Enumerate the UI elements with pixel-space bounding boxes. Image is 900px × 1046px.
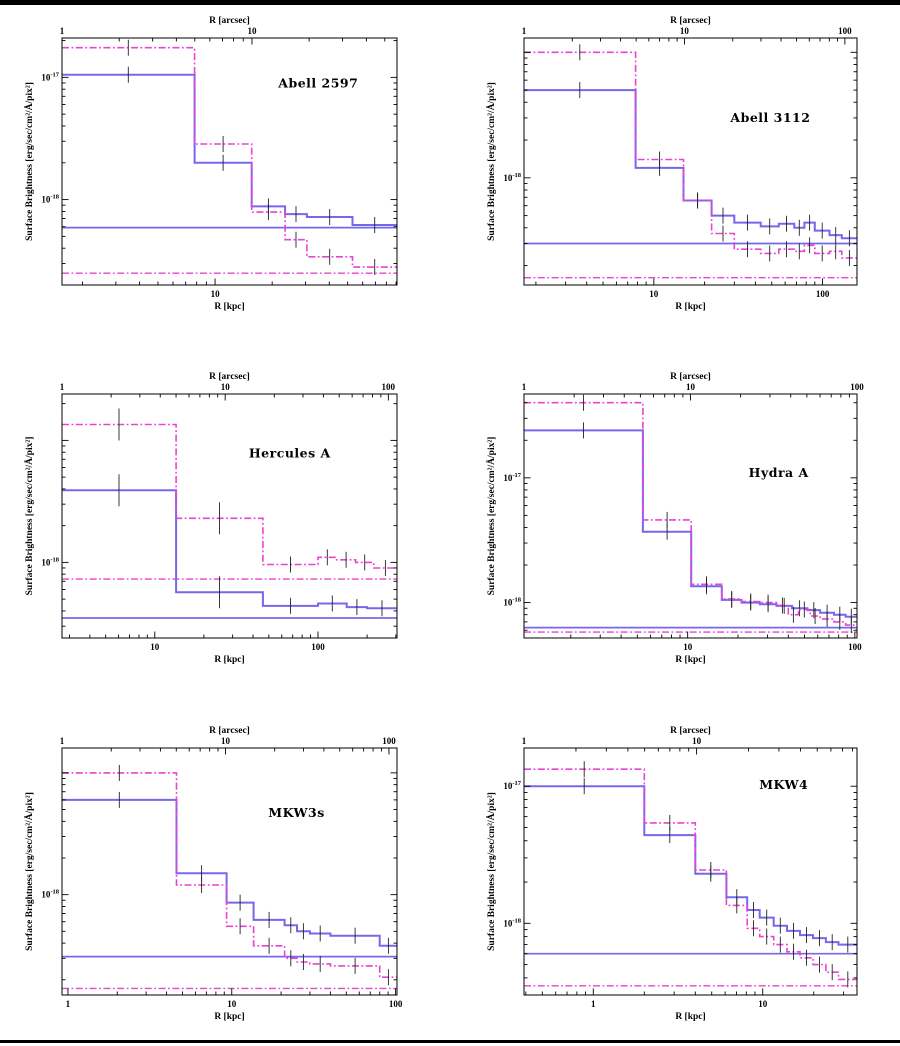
x-kpc-tick-label: 100 [848, 642, 862, 652]
x-kpc-tick-label: 10 [227, 999, 237, 1009]
blue-profile-line [524, 785, 857, 946]
page-top-border [0, 0, 900, 5]
magenta-profile-line [62, 772, 397, 978]
x-arcsec-tick-label: 1 [60, 382, 65, 392]
plot-frame [523, 37, 858, 286]
x-arcsec-tick-label: 10 [221, 736, 231, 746]
x-axis-bottom-label: R [kpc] [675, 655, 705, 665]
blue-profile-line [62, 798, 397, 947]
plot-frame [61, 393, 398, 639]
x-kpc-tick-label: 1 [591, 999, 596, 1009]
x-kpc-tick-label: 10 [683, 642, 693, 652]
x-arcsec-tick-label: 1 [522, 26, 527, 36]
y-axis-label: Surface Brightness [erg/sec/cm²/Å/pix²] [485, 437, 497, 596]
x-arcsec-tick-label: 10 [680, 26, 690, 36]
blue-profile-line [524, 89, 857, 240]
y-axis-label: Surface Brightness [erg/sec/cm²/Å/pix²] [23, 792, 35, 951]
x-arcsec-tick-label: 1 [522, 382, 527, 392]
y-tick-label: 10-18 [503, 172, 521, 183]
panel-abell-3112: 10 100 1 10 100 10-18 R [arcsec] R [kpc] Surface… [485, 16, 858, 312]
y-tick-label: 10-18 [41, 556, 59, 567]
x-arcsec-tick-label: 100 [838, 26, 852, 36]
x-kpc-tick-label: 10 [150, 642, 160, 652]
x-axis-top-label: R [arcsec] [670, 726, 711, 736]
y-tick-label: 10-18 [503, 917, 521, 928]
page-bottom-rule [0, 1040, 900, 1043]
magenta-profile-line [524, 51, 857, 259]
y-axis-label: Surface Brightness [erg/sec/cm²/Å/pix²] [485, 82, 497, 241]
x-arcsec-tick-label: 10 [692, 736, 702, 746]
panel-abell-2597: 10 1 10 10-17 10-18 R [arcsec] R [kpc] Surface … [23, 16, 398, 312]
x-axis-top-label: R [arcsec] [209, 372, 250, 382]
x-arcsec-tick-label: 1 [522, 736, 527, 746]
x-axis-bottom-label: R [kpc] [214, 1012, 244, 1022]
x-arcsec-tick-label: 100 [382, 382, 396, 392]
x-axis-top-label: R [arcsec] [209, 16, 250, 26]
x-kpc-tick-label: 10 [758, 999, 768, 1009]
magenta-profile-line [524, 768, 857, 981]
cluster-name-label: Abell 3112 [729, 110, 810, 125]
panel-hercules-a: 10 100 1 10 100 10-18 R [arcsec] R [kpc] Surface… [23, 372, 398, 665]
y-axis-label: Surface Brightness [erg/sec/cm²/Å/pix²] [23, 82, 35, 241]
y-tick-label: 10-18 [41, 889, 59, 900]
x-kpc-tick-label: 1 [66, 999, 71, 1009]
blue-profile-line [62, 489, 397, 610]
cluster-name-label: Abell 2597 [277, 75, 358, 90]
x-arcsec-tick-label: 1 [60, 26, 65, 36]
y-tick-label: 10-17 [41, 71, 59, 82]
x-axis-bottom-label: R [kpc] [214, 302, 244, 312]
x-arcsec-tick-label: 100 [850, 382, 864, 392]
x-kpc-tick-label: 100 [389, 999, 403, 1009]
panel-hydra-a: 10 100 1 10 100 10-17 10-18 R [arcsec] R [kpc] Su… [485, 372, 864, 665]
plot-frame [61, 37, 398, 286]
magenta-profile-line [62, 423, 397, 569]
x-arcsec-tick-label: 10 [248, 26, 258, 36]
x-kpc-tick-label: 10 [649, 289, 659, 299]
cluster-name-label: MKW3s [268, 805, 325, 820]
x-kpc-tick-label: 10 [211, 289, 221, 299]
y-tick-label: 10-17 [503, 780, 521, 791]
cluster-name-label: MKW4 [759, 777, 808, 792]
blue-profile-line [62, 73, 397, 226]
x-axis-top-label: R [arcsec] [670, 372, 711, 382]
x-axis-bottom-label: R [kpc] [675, 302, 705, 312]
y-tick-label: 10-18 [503, 597, 521, 608]
y-tick-label: 10-17 [503, 472, 521, 483]
plot-frame [61, 747, 398, 996]
y-tick-label: 10-18 [41, 194, 59, 205]
x-arcsec-tick-label: 10 [221, 382, 231, 392]
x-kpc-tick-label: 100 [311, 642, 325, 652]
x-axis-bottom-label: R [kpc] [214, 655, 244, 665]
panel-mkw4: 1 10 1 10 10-17 10-18 R [arcsec] R [kpc] Surface… [485, 726, 858, 1022]
cluster-name-label: Hydra A [749, 465, 809, 480]
magenta-profile-line [524, 401, 857, 626]
magenta-profile-line [62, 46, 397, 268]
y-axis-label: Surface Brightness [erg/sec/cm²/Å/pix²] [485, 792, 497, 951]
x-kpc-tick-label: 100 [816, 289, 830, 299]
panel-mkw3s: 1 10 100 1 10 100 10-18 R [arcsec] R [kpc] Surfac… [23, 726, 403, 1022]
x-axis-top-label: R [arcsec] [670, 16, 711, 26]
x-axis-top-label: R [arcsec] [209, 726, 250, 736]
x-arcsec-tick-label: 100 [382, 736, 396, 746]
cluster-name-label: Hercules A [249, 445, 331, 460]
y-axis-label: Surface Brightness [erg/sec/cm²/Å/pix²] [23, 437, 35, 596]
plot-frame [523, 747, 858, 996]
blue-profile-line [524, 429, 857, 618]
x-axis-bottom-label: R [kpc] [675, 1012, 705, 1022]
x-arcsec-tick-label: 10 [686, 382, 696, 392]
x-arcsec-tick-label: 1 [60, 736, 65, 746]
